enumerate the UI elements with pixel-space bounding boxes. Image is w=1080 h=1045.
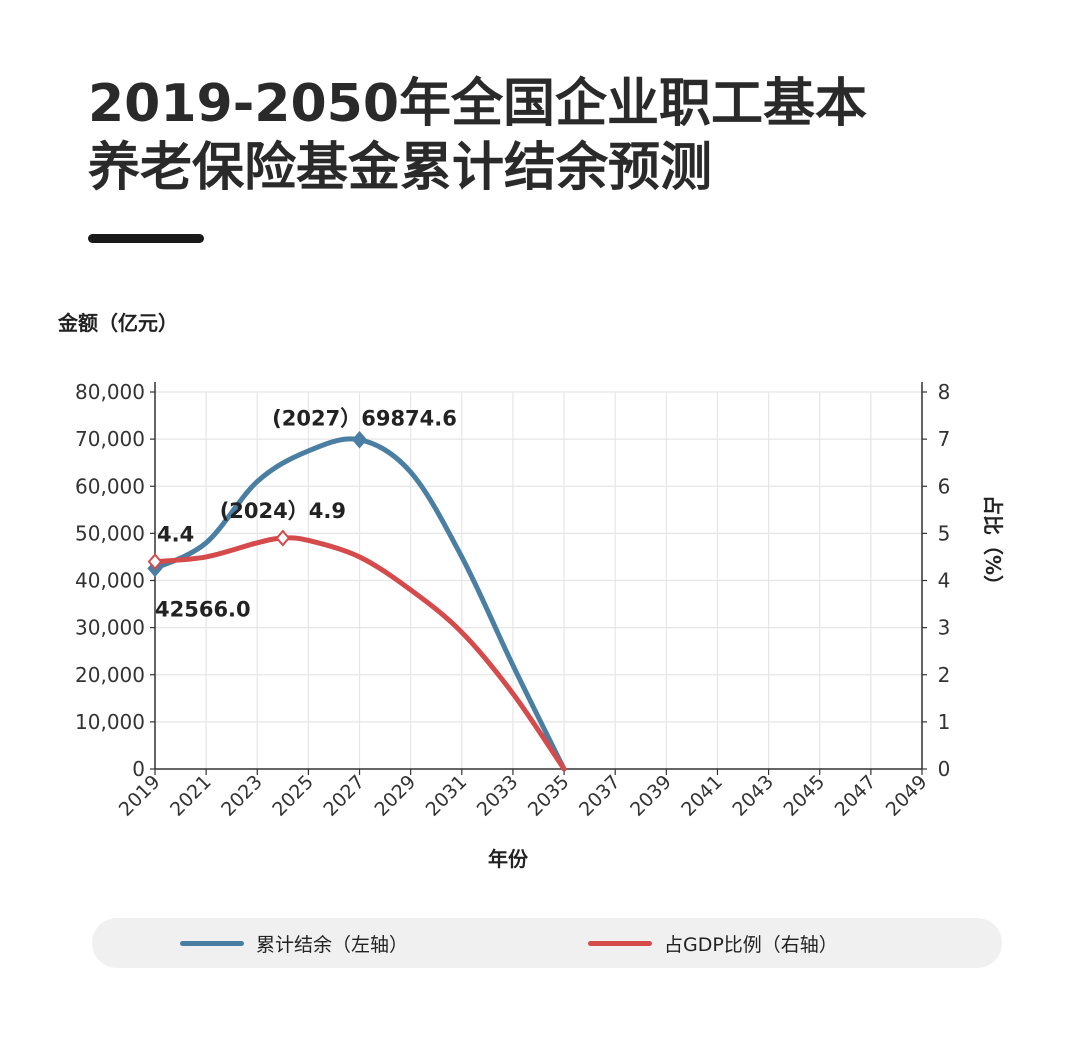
legend-swatch-balance [180, 940, 244, 946]
left-tick-label: 30,000 [75, 616, 145, 640]
legend-label-gdp: 占GDP比例（右轴） [664, 933, 838, 956]
left-tick-label: 70,000 [75, 427, 145, 451]
chart-title: 2019-2050年全国企业职工基本养老保险基金累计结余预测 [88, 74, 868, 198]
axes [150, 382, 927, 770]
right-tick-label: 4 [938, 569, 951, 593]
left-tick-label: 60,000 [75, 474, 145, 498]
data-label: (2024）4.9 [220, 499, 346, 523]
x-tick-label: 2041 [677, 771, 727, 821]
x-tick-label: 2031 [422, 771, 472, 821]
left-tick-label: 80,000 [75, 380, 145, 404]
x-tick-label: 2045 [780, 771, 830, 821]
marker-gdp [275, 529, 291, 547]
right-axis-ticks: 0 1 2 3 4 5 6 7 8 [938, 380, 951, 781]
x-tick-label: 2035 [524, 771, 574, 821]
left-axis-label: 金额（亿元） [57, 311, 178, 335]
title-underline [88, 234, 204, 243]
right-axis-label: 占比（%） [981, 495, 1005, 595]
series-line-balance [152, 436, 567, 772]
data-label: 4.4 [157, 523, 194, 547]
right-tick-label: 7 [938, 427, 951, 451]
right-tick-label: 2 [938, 663, 951, 687]
legend-item-gdp: 占GDP比例（右轴） [588, 918, 838, 968]
right-tick-label: 3 [938, 616, 951, 640]
data-label: 42566.0 [155, 597, 251, 621]
right-tick-label: 1 [938, 710, 951, 734]
x-tick-label: 2027 [319, 771, 369, 821]
left-tick-label: 10,000 [75, 710, 145, 734]
left-axis-ticks: 0 10,000 20,000 30,000 40,000 50,000 60,000 70,… [75, 380, 145, 781]
x-axis-label: 年份 [488, 847, 529, 871]
right-tick-label: 5 [938, 521, 951, 545]
series-line-gdp [152, 535, 567, 772]
series-markers [147, 430, 368, 578]
marker-gdp [147, 553, 163, 571]
data-annotations: (2027）69874.6 (2024）4.9 4.4 42566.0 [155, 407, 457, 622]
legend-label-balance: 累计结余（左轴） [256, 933, 409, 956]
left-tick-label: 40,000 [75, 569, 145, 593]
x-tick-label: 2033 [473, 771, 523, 821]
marker-balance [351, 430, 368, 449]
x-tick-label: 2043 [728, 771, 778, 821]
x-tick-label: 2047 [831, 771, 881, 821]
left-tick-label: 50,000 [75, 521, 145, 545]
data-label: (2027）69874.6 [272, 407, 457, 431]
x-tick-label: 2029 [370, 771, 420, 821]
x-tick-label: 2025 [268, 771, 318, 821]
x-tick-label: 2021 [166, 771, 216, 821]
legend-swatch-gdp [588, 940, 652, 946]
right-tick-label: 8 [938, 380, 951, 404]
legend-item-balance: 累计结余（左轴） [180, 918, 408, 968]
right-tick-label: 0 [938, 757, 951, 781]
left-tick-label: 20,000 [75, 663, 145, 687]
line-chart: 0 10,000 20,000 30,000 40,000 50,000 60,000 70,… [57, 311, 1005, 871]
x-tick-label: 2023 [217, 771, 267, 821]
left-tick-label: 0 [132, 757, 145, 781]
right-tick-label: 6 [938, 474, 951, 498]
x-tick-label: 2039 [626, 771, 676, 821]
x-tick-label: 2049 [882, 771, 932, 821]
x-axis-ticks: 2019 2021 2023 2025 2027 2029 2031 2033 2035 2037… [115, 769, 932, 821]
legend: 累计结余（左轴） 占GDP比例（右轴） [92, 918, 1002, 968]
series-lines [152, 436, 567, 772]
x-tick-label: 2037 [575, 771, 625, 821]
